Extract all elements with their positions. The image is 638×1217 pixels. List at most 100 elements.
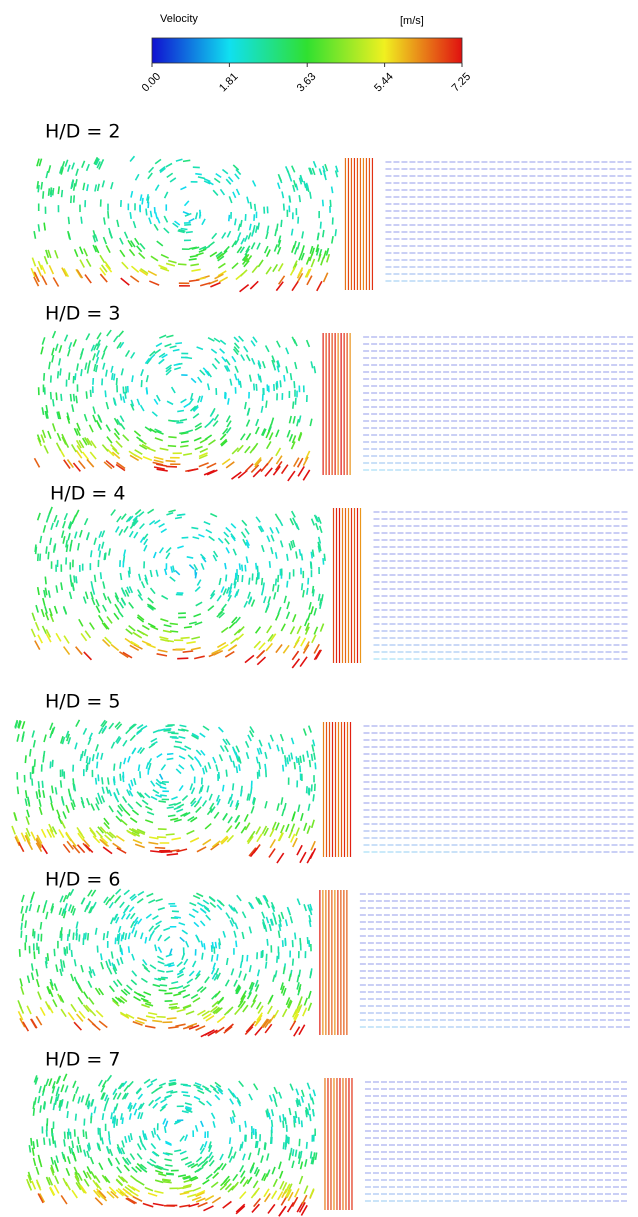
vector xyxy=(292,229,293,236)
vector xyxy=(114,764,115,771)
vector xyxy=(245,655,254,662)
vector xyxy=(293,959,294,966)
vector xyxy=(220,745,224,751)
vector xyxy=(27,1006,31,1014)
vector xyxy=(295,362,297,369)
vector xyxy=(235,822,239,829)
vector xyxy=(81,217,82,224)
vector xyxy=(157,395,160,401)
vector xyxy=(300,756,301,763)
vector xyxy=(270,527,273,533)
vector xyxy=(271,547,273,554)
vector xyxy=(86,592,88,599)
vector xyxy=(75,249,78,257)
vector xyxy=(160,787,166,788)
vector xyxy=(65,335,68,342)
vector xyxy=(164,625,172,627)
vector xyxy=(55,250,58,258)
vector xyxy=(286,366,288,373)
vector xyxy=(177,546,183,548)
vector xyxy=(276,823,279,831)
vector xyxy=(297,419,299,426)
vector xyxy=(42,407,43,415)
vector xyxy=(155,945,157,952)
vector xyxy=(312,820,314,828)
vector xyxy=(186,430,193,432)
vector xyxy=(145,820,153,823)
vector xyxy=(284,204,285,211)
vector xyxy=(22,735,24,742)
vector xyxy=(120,250,125,257)
vector xyxy=(81,898,84,905)
vector xyxy=(21,833,25,842)
vector xyxy=(85,363,87,370)
vector xyxy=(129,602,134,608)
vector xyxy=(34,740,36,747)
vector xyxy=(256,627,261,633)
vector xyxy=(123,435,129,441)
vector xyxy=(193,998,200,1002)
vector xyxy=(244,974,246,981)
vector xyxy=(132,810,138,815)
vector xyxy=(132,927,134,933)
vector xyxy=(134,532,138,538)
vector xyxy=(130,735,135,740)
vector xyxy=(296,756,297,763)
vector xyxy=(122,262,128,269)
vector xyxy=(226,770,227,777)
vector xyxy=(43,790,44,798)
vector xyxy=(104,217,105,224)
vector xyxy=(320,222,321,229)
vector xyxy=(146,762,148,768)
vector xyxy=(298,805,300,812)
vector xyxy=(295,247,297,254)
vector xyxy=(246,556,247,563)
colorbar-unit: [m/s] xyxy=(400,15,424,27)
vector xyxy=(174,367,181,369)
vector xyxy=(87,259,91,267)
vector xyxy=(44,373,45,381)
vector xyxy=(245,446,250,453)
vector xyxy=(158,935,162,941)
vector xyxy=(69,372,70,380)
vector xyxy=(120,774,121,781)
vector xyxy=(269,433,272,440)
vector xyxy=(209,242,215,247)
vector xyxy=(292,282,298,291)
vector xyxy=(270,829,274,837)
vector xyxy=(147,375,149,382)
vector xyxy=(266,917,268,923)
vector xyxy=(120,573,121,580)
vector xyxy=(148,842,158,844)
vector xyxy=(200,733,205,737)
vector xyxy=(49,265,53,274)
vector xyxy=(74,1022,81,1030)
vector xyxy=(132,375,133,382)
vector xyxy=(320,624,323,632)
vector xyxy=(250,281,258,289)
vector xyxy=(234,578,235,585)
vector xyxy=(170,346,177,348)
vector xyxy=(170,949,172,955)
vector xyxy=(146,209,147,216)
vector xyxy=(93,836,100,843)
vector xyxy=(21,923,22,930)
vector xyxy=(217,595,221,601)
vector xyxy=(46,546,47,553)
vector xyxy=(216,174,221,178)
vector xyxy=(159,990,167,991)
vector xyxy=(157,754,162,758)
vector xyxy=(39,789,40,797)
vector xyxy=(104,346,107,353)
vector xyxy=(141,933,143,939)
vector xyxy=(203,900,209,904)
vector xyxy=(277,956,278,963)
vector xyxy=(289,196,290,203)
vector xyxy=(102,542,104,549)
vector xyxy=(287,907,289,913)
vector xyxy=(273,264,277,271)
vector xyxy=(116,441,122,447)
vector xyxy=(102,531,105,538)
vector xyxy=(144,992,151,995)
